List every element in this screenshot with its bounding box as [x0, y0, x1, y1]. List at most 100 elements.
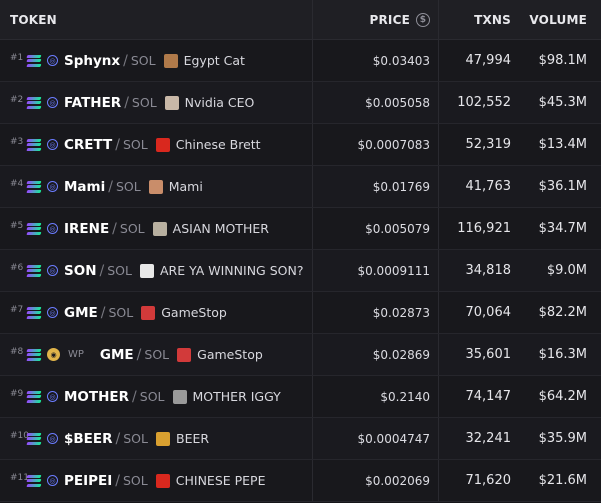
volume-cell: $34.7M — [538, 221, 587, 236]
solana-icon — [26, 349, 42, 360]
token-symbol: Sphynx — [64, 52, 121, 69]
table-row[interactable]: #3 ◎ CRETT / SOL Chinese Brett $0.000708… — [0, 124, 601, 166]
solana-icon — [26, 181, 42, 192]
volume-cell: $9.0M — [546, 263, 587, 278]
column-header-txns[interactable]: TXNS — [474, 12, 511, 27]
token-symbol: MOTHER — [64, 388, 130, 405]
solana-icon — [26, 433, 42, 444]
rank-label: #4 — [10, 178, 24, 189]
token-cell[interactable]: #6 ◎ SON / SOL ARE YA WINNING SON? — [0, 250, 313, 291]
token-cell[interactable]: #5 ◎ IRENE / SOL ASIAN MOTHER — [0, 208, 313, 249]
token-cell[interactable]: #4 ◎ Mami / SOL Mami — [0, 166, 313, 207]
token-name: Nvidia CEO — [184, 95, 255, 110]
price-cell: $0.02873 — [313, 292, 439, 333]
price-cell: $0.0007083 — [313, 124, 439, 165]
price-cell: $0.02869 — [313, 334, 439, 375]
token-name: CHINESE PEPE — [175, 473, 266, 488]
token-symbol: CRETT — [64, 136, 113, 153]
dex-icon: ◎ — [47, 139, 58, 150]
txns-cell: 32,241 — [465, 431, 512, 446]
quote-symbol: SOL — [108, 305, 134, 320]
token-symbol: IRENE — [64, 220, 110, 237]
txns-cell: 47,994 — [465, 53, 512, 68]
pair-separator: / — [99, 262, 105, 279]
dex-icon: ◎ — [47, 97, 58, 108]
txns-cell: 52,319 — [465, 137, 512, 152]
volume-cell: $82.2M — [538, 305, 587, 320]
column-header-volume[interactable]: VOLUME — [529, 12, 587, 27]
token-cell[interactable]: #7 ◎ GME / SOL GameStop — [0, 292, 313, 333]
solana-icon — [26, 55, 42, 66]
table-row[interactable]: #6 ◎ SON / SOL ARE YA WINNING SON? $0.00… — [0, 250, 601, 292]
table-row[interactable]: #10 ◎ $BEER / SOL BEER $0.0004747 32,241… — [0, 418, 601, 460]
token-avatar — [152, 221, 167, 236]
currency-toggle-icon[interactable]: $ — [416, 12, 430, 27]
token-cell[interactable]: #10 ◎ $BEER / SOL BEER — [0, 418, 313, 459]
pair-separator: / — [115, 136, 120, 153]
table-body: #1 ◎ Sphynx / SOL Egypt Cat $0.03403 47,… — [0, 40, 601, 502]
table-row[interactable]: #9 ◎ MOTHER / SOL MOTHER IGGY $0.2140 74… — [0, 376, 601, 418]
quote-symbol: SOL — [107, 263, 132, 278]
token-name: MOTHER IGGY — [192, 389, 281, 404]
table-row[interactable]: #2 ◎ FATHER / SOL Nvidia CEO $0.005058 1… — [0, 82, 601, 124]
price-cell: $0.005079 — [313, 208, 439, 249]
token-cell[interactable]: #8 ◉ WP GME / SOL GameStop — [0, 334, 313, 375]
column-header-token[interactable]: TOKEN — [0, 0, 313, 39]
dex-icon: ◎ — [47, 181, 58, 192]
txns-cell: 70,064 — [465, 305, 512, 320]
column-header-price-label: PRICE — [369, 12, 410, 27]
quote-symbol: SOL — [123, 473, 148, 488]
txns-cell: 41,763 — [465, 179, 512, 194]
token-cell[interactable]: #3 ◎ CRETT / SOL Chinese Brett — [0, 124, 313, 165]
column-header-price[interactable]: PRICE $ — [313, 0, 439, 39]
table-row[interactable]: #7 ◎ GME / SOL GameStop $0.02873 70,064 … — [0, 292, 601, 334]
token-name: ARE YA WINNING SON? — [159, 263, 304, 278]
table-row[interactable]: #4 ◎ Mami / SOL Mami $0.01769 41,763 $36… — [0, 166, 601, 208]
pair-separator: / — [112, 220, 117, 237]
token-cell[interactable]: #9 ◎ MOTHER / SOL MOTHER IGGY — [0, 376, 313, 417]
pair-separator: / — [108, 178, 113, 195]
volume-cell: $35.9M — [538, 431, 587, 446]
dex-icon: ◎ — [47, 391, 58, 402]
volume-cell: $16.3M — [538, 347, 587, 362]
rank-label: #5 — [10, 220, 24, 231]
solana-icon — [26, 391, 42, 402]
token-name: GameStop — [197, 347, 263, 362]
wp-tag: WP — [68, 349, 84, 360]
token-symbol: GME — [64, 304, 98, 321]
token-avatar — [141, 305, 156, 320]
solana-icon — [26, 265, 42, 276]
dex-icon: ◎ — [47, 307, 58, 318]
quote-symbol: SOL — [139, 389, 165, 404]
price-cell: $0.005058 — [313, 82, 439, 123]
token-cell[interactable]: #1 ◎ Sphynx / SOL Egypt Cat — [0, 40, 313, 81]
token-symbol: FATHER — [64, 94, 122, 111]
txns-cell: 116,921 — [457, 221, 511, 236]
token-symbol: SON — [64, 262, 97, 279]
pair-separator: / — [132, 388, 137, 405]
table-row[interactable]: #11 ◎ PEIPEI / SOL CHINESE PEPE $0.00206… — [0, 460, 601, 502]
rank-label: #2 — [10, 94, 24, 105]
token-cell[interactable]: #11 ◎ PEIPEI / SOL CHINESE PEPE — [0, 460, 313, 501]
token-avatar — [139, 263, 154, 278]
table-row[interactable]: #1 ◎ Sphynx / SOL Egypt Cat $0.03403 47,… — [0, 40, 601, 82]
rank-label: #3 — [10, 136, 24, 147]
table-row[interactable]: #5 ◎ IRENE / SOL ASIAN MOTHER $0.005079 … — [0, 208, 601, 250]
table-row[interactable]: #8 ◉ WP GME / SOL GameStop $0.02869 35,60… — [0, 334, 601, 376]
price-cell: $0.03403 — [313, 40, 439, 81]
token-avatar — [155, 137, 170, 152]
rank-label: #11 — [10, 472, 29, 483]
rank-label: #9 — [10, 388, 24, 399]
token-avatar — [156, 431, 170, 446]
txns-cell: 34,818 — [465, 263, 512, 278]
token-name: Mami — [168, 179, 203, 194]
token-cell[interactable]: #2 ◎ FATHER / SOL Nvidia CEO — [0, 82, 313, 123]
volume-cell: $64.2M — [538, 389, 587, 404]
quote-symbol: SOL — [144, 347, 170, 362]
pair-separator: / — [124, 94, 129, 111]
volume-cell: $98.1M — [538, 53, 587, 68]
pair-separator: / — [115, 472, 120, 489]
quote-symbol: SOL — [123, 431, 148, 446]
rank-label: #8 — [10, 346, 24, 357]
